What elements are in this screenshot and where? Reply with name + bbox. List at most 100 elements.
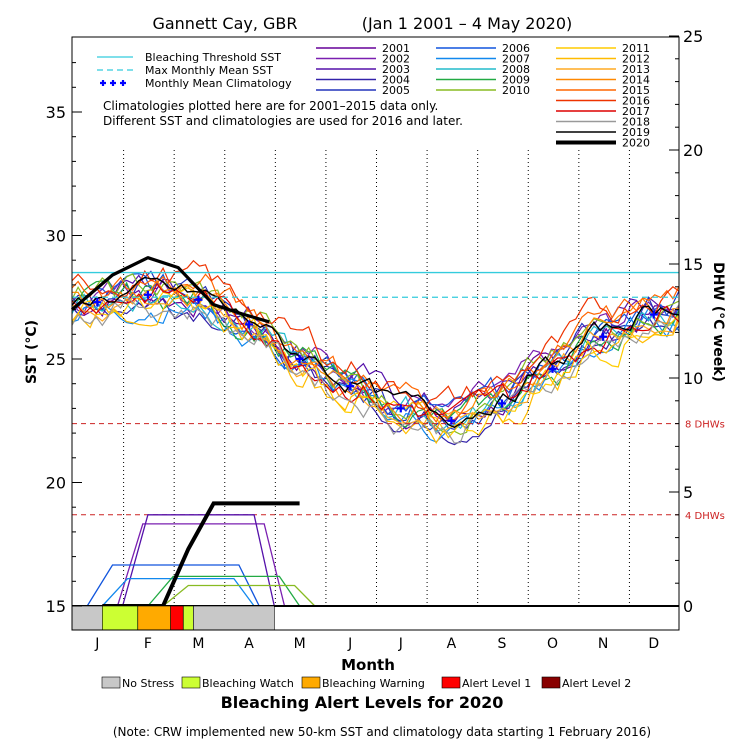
alert-legend-swatch xyxy=(101,676,121,689)
alert-segment xyxy=(71,605,103,631)
month-tick-label: J xyxy=(94,636,99,652)
sst-line-2018 xyxy=(71,295,680,444)
alert-segment xyxy=(137,605,172,631)
sst-tick-label: 20 xyxy=(46,474,66,493)
sst-line-2016 xyxy=(71,259,680,411)
month-tick-label: M xyxy=(294,636,306,652)
legend-year-label: 2008 xyxy=(502,63,530,76)
alert-legend-label: Bleaching Watch xyxy=(202,677,294,690)
dhw-ref-label: 4 DHWs xyxy=(685,511,725,522)
legend-label: Max Monthly Mean SST xyxy=(145,64,273,77)
legend-year-label: 2011 xyxy=(622,42,650,55)
legend-year-label: 2012 xyxy=(622,53,650,66)
alert-legend-swatch xyxy=(301,676,321,689)
alert-legend-label: No Stress xyxy=(122,677,175,690)
y-axis-left-label: SST (°C) xyxy=(24,320,40,384)
legend-cross-icon xyxy=(110,80,116,86)
chart-title: Gannett Cay, GBR xyxy=(152,14,297,33)
month-tick-label: O xyxy=(547,636,558,652)
legend-year-label: 2004 xyxy=(382,74,410,87)
legend-cross-icon xyxy=(120,80,126,86)
alert-legend-swatch xyxy=(541,676,561,689)
x-axis-label: Month xyxy=(341,656,395,674)
dhw-tick-label: 25 xyxy=(683,27,703,46)
sst-tick-label: 30 xyxy=(46,227,66,246)
legend-year-label: 2001 xyxy=(382,42,410,55)
legend-cross-icon xyxy=(100,80,106,86)
dhw-ref-label: 8 DHWs xyxy=(685,420,725,431)
sst-line-2011 xyxy=(71,291,680,439)
legend-year-label: 2013 xyxy=(622,63,650,76)
climatology-marker xyxy=(548,364,557,373)
month-tick-label: F xyxy=(144,636,152,652)
legend-year-label: 2010 xyxy=(502,84,530,97)
sst-line-2014 xyxy=(71,279,680,432)
month-gridlines xyxy=(123,150,630,606)
legend-label: Monthly Mean Climatology xyxy=(145,77,292,90)
alert-segment xyxy=(170,605,184,631)
legend-year-label: 2018 xyxy=(622,116,650,129)
alert-segment xyxy=(183,605,194,631)
climatology-marker xyxy=(497,399,506,408)
legend-label: Bleaching Threshold SST xyxy=(145,51,281,64)
dhw-line xyxy=(147,575,301,607)
dhw-tick-label: 10 xyxy=(683,369,703,388)
legend-year-label: 2014 xyxy=(622,74,650,87)
month-tick-label: N xyxy=(598,636,608,652)
climatology-marker xyxy=(93,298,102,307)
alert-strip xyxy=(71,605,275,631)
sst-line-2019 xyxy=(71,276,680,429)
dhw-line xyxy=(101,577,255,607)
sst-line-2020 xyxy=(70,256,270,324)
climatology-marker xyxy=(346,382,355,391)
climatology-marker xyxy=(295,355,304,363)
sst-tick-label: 15 xyxy=(46,597,66,616)
alert-legend-swatch xyxy=(181,676,201,689)
sst-line-2007 xyxy=(71,299,680,443)
alert-legend-swatch xyxy=(441,676,461,689)
climatology-marker xyxy=(143,290,152,299)
dhw-series-layer xyxy=(72,501,679,608)
legend-year-label: 2006 xyxy=(502,42,530,55)
dhw-tick-label: 5 xyxy=(683,483,693,502)
month-tick-label: J xyxy=(398,636,403,652)
legend-year-label: 2017 xyxy=(622,105,650,118)
climatology-marker xyxy=(396,404,405,413)
sst-tick-label: 25 xyxy=(46,350,66,369)
chart-title-dates: (Jan 1 2001 – 4 May 2020) xyxy=(362,14,573,33)
climatology-marker xyxy=(447,416,456,425)
climatology-marker xyxy=(194,295,203,304)
sst-line-2005 xyxy=(71,270,680,431)
legend-year-label: 2019 xyxy=(622,126,650,139)
alert-legend-label: Bleaching Warning xyxy=(322,677,425,690)
alert-legend-label: Alert Level 1 xyxy=(462,677,531,690)
dhw-tick-label: 0 xyxy=(683,597,693,616)
climatology-markers xyxy=(93,290,658,425)
sst-2020-layer xyxy=(70,256,270,324)
legend-year-label: 2016 xyxy=(622,95,650,108)
legend-year-label: 2015 xyxy=(622,84,650,97)
climatology-marker xyxy=(245,320,254,329)
sst-tick-label: 35 xyxy=(46,103,66,122)
dhw-tick-label: 20 xyxy=(683,141,703,160)
footnote: (Note: CRW implemented new 50-km SST and… xyxy=(113,725,651,739)
dhw-tick-label: 15 xyxy=(683,255,703,274)
alert-title: Bleaching Alert Levels for 2020 xyxy=(221,693,504,712)
month-tick-label: J xyxy=(347,636,352,652)
note-line: Climatologies plotted here are for 2001–… xyxy=(103,99,438,113)
month-tick-label: S xyxy=(498,636,507,652)
note-line: Different SST and climatologies are used… xyxy=(103,114,463,128)
legend-year-label: 2005 xyxy=(382,84,410,97)
month-tick-label: A xyxy=(447,636,457,652)
climatology-note: Climatologies plotted here are for 2001–… xyxy=(103,99,463,128)
legend-year-label: 2020 xyxy=(622,137,650,150)
legend-year-label: 2009 xyxy=(502,74,530,87)
alert-legend-label: Alert Level 2 xyxy=(562,677,631,690)
y-axis-right-label: DHW (°C week) xyxy=(710,262,726,382)
sst-line-2008 xyxy=(71,293,680,432)
month-tick-label: D xyxy=(648,636,659,652)
legend-year-label: 2003 xyxy=(382,63,410,76)
